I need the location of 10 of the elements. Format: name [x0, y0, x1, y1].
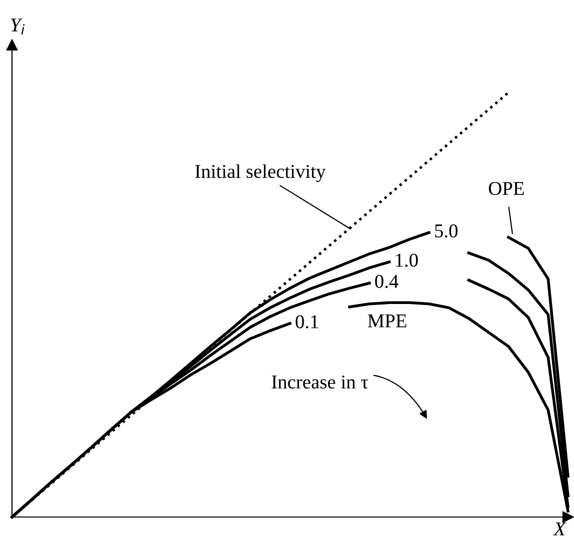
series-label: 1.0 [396, 254, 418, 267]
series-label: 5.0 [435, 224, 458, 238]
y-axis-title: Y$_{i}$ [10, 18, 25, 35]
annotation: Increase in τ [272, 376, 368, 389]
series-label: 0.4 [375, 274, 398, 288]
x-axis-title: X [553, 522, 566, 536]
annotation: OPE [488, 182, 524, 196]
annotation: MPE [368, 314, 406, 328]
text: Initial selectivity [195, 164, 326, 182]
series-label: 0.1 [296, 315, 318, 328]
